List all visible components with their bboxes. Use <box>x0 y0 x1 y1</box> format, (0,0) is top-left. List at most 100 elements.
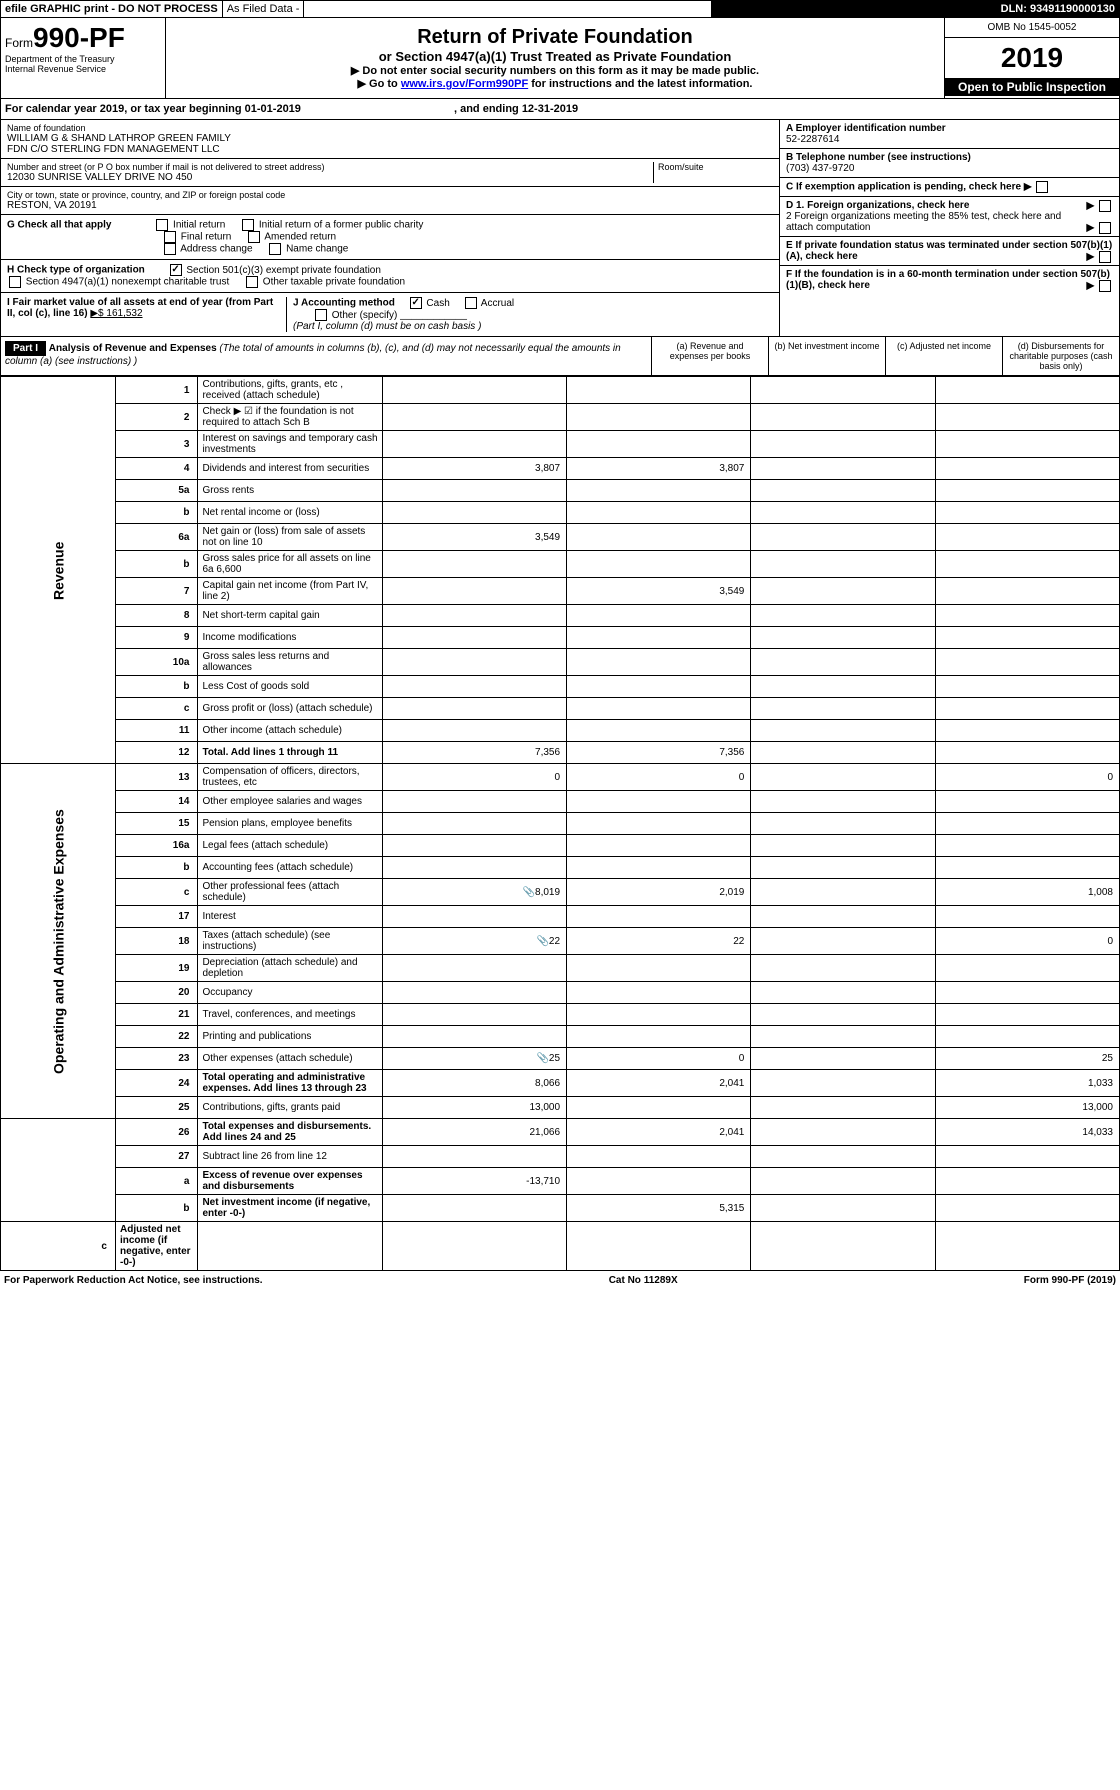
info-right: A Employer identification number 52-2287… <box>779 120 1119 336</box>
checkbox-c[interactable] <box>1036 181 1048 193</box>
col-c-val <box>751 928 935 955</box>
checkbox-e[interactable] <box>1099 251 1111 263</box>
col-b-val: 22 <box>567 928 751 955</box>
efile-notice: efile GRAPHIC print - DO NOT PROCESS <box>1 1 223 17</box>
col-b-val <box>567 813 751 835</box>
col-c-val <box>751 377 935 404</box>
col-d-val: 25 <box>935 1048 1119 1070</box>
part1-header-row: Part I Analysis of Revenue and Expenses … <box>0 337 1120 376</box>
row-desc: Gross rents <box>198 480 382 502</box>
col-b-val <box>567 649 751 676</box>
irs-link[interactable]: www.irs.gov/Form990PF <box>401 78 528 90</box>
attach-icon[interactable]: 📎 <box>521 887 535 898</box>
footer-right: Form 990-PF (2019) <box>1024 1275 1116 1286</box>
checkbox-name[interactable] <box>269 243 281 255</box>
col-b-val: 2,041 <box>567 1070 751 1097</box>
col-d-val <box>935 791 1119 813</box>
row-num: 17 <box>115 906 197 928</box>
row-num: 2 <box>115 404 197 431</box>
col-a-val <box>382 649 566 676</box>
table-row: b Net investment income (if negative, en… <box>1 1195 1120 1222</box>
checkbox-initial-former[interactable] <box>242 219 254 231</box>
checkbox-4947[interactable] <box>9 276 21 288</box>
col-a-val: 21,066 <box>382 1119 566 1146</box>
checkbox-other-tax[interactable] <box>246 276 258 288</box>
row-num: a <box>115 1168 197 1195</box>
row-desc: Net short-term capital gain <box>198 605 382 627</box>
checkbox-f[interactable] <box>1099 280 1111 292</box>
attach-icon[interactable]: 📎 <box>535 936 549 947</box>
row-desc: Legal fees (attach schedule) <box>198 835 382 857</box>
as-filed: As Filed Data - <box>223 1 305 17</box>
row-num: b <box>115 676 197 698</box>
c-cell: C If exemption application is pending, c… <box>780 178 1119 197</box>
attach-icon[interactable]: 📎 <box>535 1053 549 1064</box>
checkbox-accrual[interactable] <box>465 297 477 309</box>
col-a-val <box>382 1004 566 1026</box>
table-row: 5a Gross rents <box>1 480 1120 502</box>
title-center: Return of Private Foundation or Section … <box>166 18 944 98</box>
checkbox-d2[interactable] <box>1099 222 1111 234</box>
col-d-val: 13,000 <box>935 1097 1119 1119</box>
row-num: b <box>115 502 197 524</box>
row-num: 16a <box>115 835 197 857</box>
table-row: b Net rental income or (loss) <box>1 502 1120 524</box>
row-num: 11 <box>115 720 197 742</box>
year-box: OMB No 1545-0052 2019 Open to Public Ins… <box>944 18 1119 98</box>
row-desc: Pension plans, employee benefits <box>198 813 382 835</box>
col-b-val <box>567 605 751 627</box>
row-desc: Excess of revenue over expenses and disb… <box>198 1168 382 1195</box>
table-row: Revenue 1 Contributions, gifts, grants, … <box>1 377 1120 404</box>
row-desc: Total expenses and disbursements. Add li… <box>198 1119 382 1146</box>
row-num: 21 <box>115 1004 197 1026</box>
check-h-row: H Check type of organization Section 501… <box>1 260 779 293</box>
table-row: 15 Pension plans, employee benefits <box>1 813 1120 835</box>
checkbox-501c3[interactable] <box>170 264 182 276</box>
col-c-val <box>751 906 935 928</box>
col-d-val <box>935 377 1119 404</box>
col-b-val <box>567 1026 751 1048</box>
table-row: 18 Taxes (attach schedule) (see instruct… <box>1 928 1120 955</box>
col-c-val <box>751 524 935 551</box>
checkbox-final[interactable] <box>164 231 176 243</box>
row-num: c <box>1 1222 116 1271</box>
table-row: 20 Occupancy <box>1 982 1120 1004</box>
table-row: 12 Total. Add lines 1 through 11 7,356 7… <box>1 742 1120 764</box>
table-row: 7 Capital gain net income (from Part IV,… <box>1 578 1120 605</box>
col-d-val <box>935 742 1119 764</box>
table-row: 24 Total operating and administrative ex… <box>1 1070 1120 1097</box>
col-b-header: (b) Net investment income <box>768 337 885 375</box>
tax-year: 2019 <box>945 38 1119 78</box>
checkbox-d1[interactable] <box>1099 200 1111 212</box>
row-num: 12 <box>115 742 197 764</box>
row-desc: Other income (attach schedule) <box>198 720 382 742</box>
row-desc: Compensation of officers, directors, tru… <box>198 764 382 791</box>
checkbox-cash[interactable] <box>410 297 422 309</box>
row-desc: Dividends and interest from securities <box>198 458 382 480</box>
checkbox-initial[interactable] <box>156 219 168 231</box>
table-row: c Other professional fees (attach schedu… <box>1 879 1120 906</box>
col-c-val <box>751 955 935 982</box>
row-num: 9 <box>115 627 197 649</box>
instr-2: ▶ Go to www.irs.gov/Form990PF for instru… <box>174 77 936 90</box>
col-d-header: (d) Disbursements for charitable purpose… <box>1002 337 1119 375</box>
col-c-val <box>751 1146 935 1168</box>
row-desc: Contributions, gifts, grants paid <box>198 1097 382 1119</box>
table-row: 2 Check ▶ ☑ if the foundation is not req… <box>1 404 1120 431</box>
omb-number: OMB No 1545-0052 <box>945 18 1119 38</box>
col-c-val <box>751 764 935 791</box>
row-desc: Net rental income or (loss) <box>198 502 382 524</box>
address-cell: Number and street (or P O box number if … <box>1 159 779 187</box>
dln-number: DLN: 93491190000130 <box>712 1 1119 17</box>
col-d-val: 0 <box>935 928 1119 955</box>
col-a-val <box>382 982 566 1004</box>
col-a-val <box>382 1146 566 1168</box>
col-b-val <box>567 906 751 928</box>
col-d-val <box>935 835 1119 857</box>
row-num: 25 <box>115 1097 197 1119</box>
checkbox-other-acct[interactable] <box>315 309 327 321</box>
col-d-val <box>935 627 1119 649</box>
row-num: 13 <box>115 764 197 791</box>
checkbox-amended[interactable] <box>248 231 260 243</box>
checkbox-address[interactable] <box>164 243 176 255</box>
